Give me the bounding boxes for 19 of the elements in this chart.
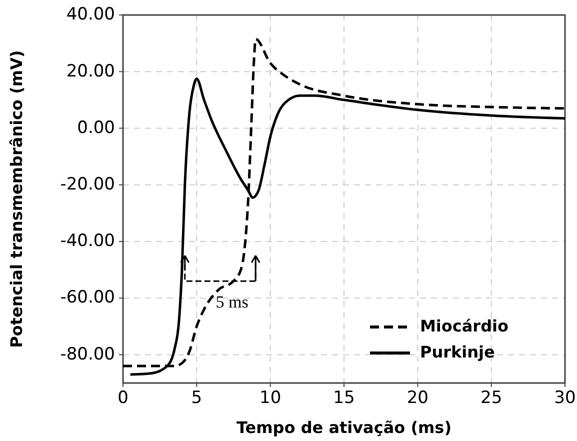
x-tick-label: 25 [480, 388, 502, 408]
legend-label: Miocárdio [420, 316, 509, 336]
y-tick-label: 20.00 [66, 61, 115, 82]
x-tick-label: 15 [333, 388, 355, 408]
x-tick-label: 10 [260, 388, 282, 408]
y-tick-label: 40.00 [66, 4, 115, 25]
y-tick-label: 0.00 [77, 118, 115, 138]
y-tick-label: -20.00 [60, 174, 115, 194]
annotation: 5 ms [216, 292, 248, 312]
x-tick-label: 0 [118, 388, 128, 408]
y-tick-label: -80.00 [60, 344, 115, 364]
x-tick-label: 30 [554, 388, 576, 408]
y-tick-label: -60.00 [60, 288, 115, 308]
x-tick-label: 20 [406, 388, 428, 408]
x-axis-title: Tempo de ativação (ms) [236, 418, 452, 437]
x-tick-label: 5 [191, 388, 202, 408]
y-axis-title: Potencial transmembrânico (mV) [7, 50, 26, 348]
y-tick-label: -40.00 [60, 231, 115, 252]
legend-label: Purkinje [420, 342, 496, 362]
